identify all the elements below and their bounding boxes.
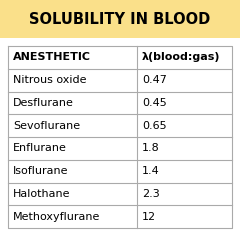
Text: Desflurane: Desflurane (13, 98, 74, 108)
Text: 12: 12 (142, 212, 156, 222)
Text: ANESTHETIC: ANESTHETIC (13, 52, 91, 62)
Text: 0.47: 0.47 (142, 75, 167, 85)
Text: Halothane: Halothane (13, 189, 71, 199)
Text: 2.3: 2.3 (142, 189, 160, 199)
Bar (0, 0, 240, 38)
Bar (8, 46, 232, 228)
Text: 1.4: 1.4 (142, 166, 160, 176)
Text: 0.65: 0.65 (142, 121, 166, 131)
Text: 0.45: 0.45 (142, 98, 167, 108)
Text: Sevoflurane: Sevoflurane (13, 121, 80, 131)
Text: Methoxyflurane: Methoxyflurane (13, 212, 100, 222)
Text: Nitrous oxide: Nitrous oxide (13, 75, 86, 85)
Text: Isoflurane: Isoflurane (13, 166, 68, 176)
Text: λ(blood:gas): λ(blood:gas) (142, 52, 220, 62)
Text: SOLUBILITY IN BLOOD: SOLUBILITY IN BLOOD (29, 11, 211, 26)
Text: Enflurane: Enflurane (13, 143, 67, 153)
Text: 1.8: 1.8 (142, 143, 160, 153)
